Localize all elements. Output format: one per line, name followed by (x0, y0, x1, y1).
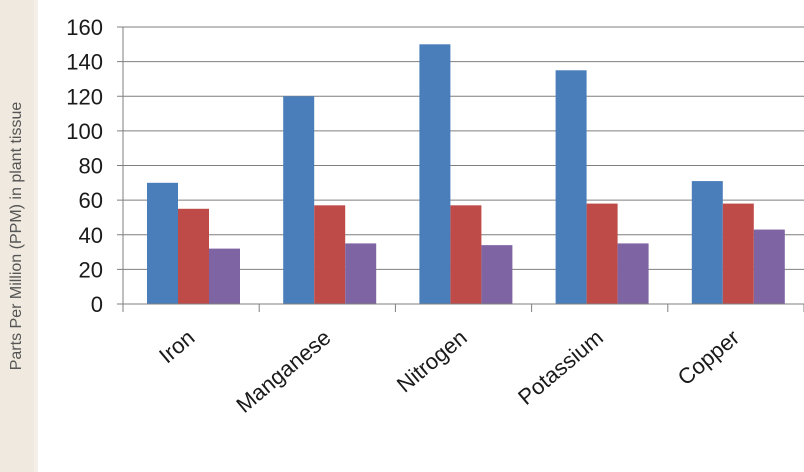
y-tick-label: 60 (79, 188, 103, 213)
x-tick-label: Iron (154, 325, 199, 369)
plot-panel: 0 20 40 60 80 100 120 140 160 Iron Manganese Nitrog… (38, 0, 804, 472)
bar (691, 181, 723, 304)
y-axis-label-strip: Parts Per Million (PPM) in plant tissue (0, 0, 34, 472)
y-tick-label: 0 (91, 292, 103, 317)
bar (586, 203, 618, 304)
y-tick-label: 160 (66, 15, 103, 40)
bar (314, 205, 346, 304)
y-tick-label: 140 (66, 50, 103, 75)
bar (283, 96, 315, 304)
x-tick-label: Copper (673, 325, 744, 391)
bar (209, 248, 240, 304)
bar (147, 182, 178, 304)
bar (481, 245, 513, 304)
bar-chart: 0 20 40 60 80 100 120 140 160 Iron Manganese Nitrog… (66, 15, 804, 418)
bar (178, 208, 209, 304)
bar (617, 243, 649, 304)
y-tick-label: 120 (66, 84, 103, 109)
bar (419, 44, 451, 304)
bar (722, 203, 754, 304)
y-tick-label: 100 (66, 119, 103, 144)
y-axis-label: Parts Per Million (PPM) in plant tissue (8, 101, 25, 371)
x-tick-label: Potassium (513, 325, 608, 410)
y-tick-label: 80 (79, 154, 103, 179)
bar (345, 243, 377, 304)
x-tick-label: Nitrogen (392, 325, 472, 398)
y-tick-label: 40 (79, 223, 103, 248)
bar (753, 229, 785, 304)
y-tick-label: 20 (79, 257, 103, 282)
bar (450, 205, 482, 304)
bar (555, 70, 587, 304)
x-tick-label: Manganese (231, 325, 335, 418)
